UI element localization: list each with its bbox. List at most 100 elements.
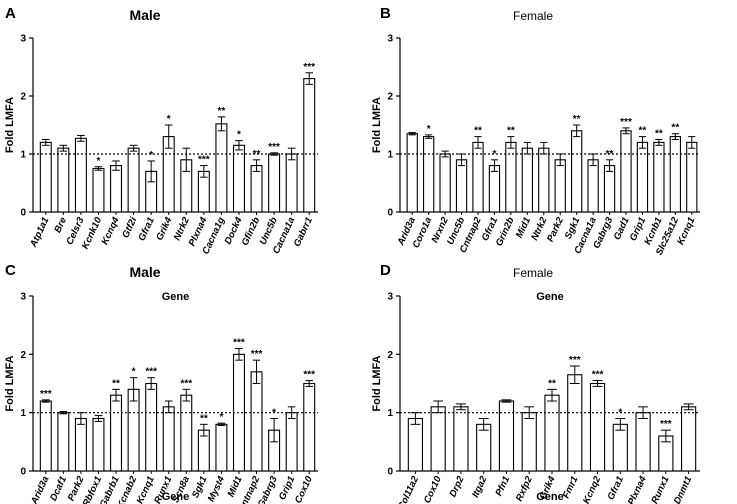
bar: [538, 147, 550, 213]
bar: [110, 394, 123, 472]
bar: [92, 417, 105, 472]
bar: [636, 141, 649, 213]
significance-label: **: [474, 126, 482, 137]
y-axis-label: Fold LMFA: [371, 97, 383, 153]
significance-label: ***: [569, 355, 581, 366]
bar: [232, 144, 245, 213]
bar: [303, 382, 316, 472]
y-tick-label: 1: [20, 408, 26, 419]
bar: [544, 394, 560, 472]
bar: [57, 147, 70, 213]
x-axis-label: Gene: [536, 491, 564, 503]
bar: [285, 412, 298, 472]
bar: [74, 417, 87, 472]
bar: [250, 165, 263, 213]
bar: [686, 141, 698, 213]
bar: [554, 159, 566, 213]
bar: [488, 165, 501, 213]
significance-label: **: [218, 106, 226, 117]
chart-title: Male: [129, 264, 160, 280]
x-axis-label: Gene: [162, 491, 190, 503]
bar: [476, 423, 492, 472]
y-axis-label: Fold LMFA: [4, 355, 16, 411]
significance-label: ***: [145, 367, 157, 378]
significance-label: ***: [233, 338, 245, 349]
significance-label: ***: [268, 142, 280, 153]
bar: [268, 153, 281, 213]
bar: [303, 78, 316, 213]
x-tick-label: Bre: [52, 215, 69, 235]
bar: [589, 382, 606, 472]
significance-label: ***: [303, 370, 315, 381]
x-tick-label: Park2: [545, 215, 566, 244]
y-tick-label: 2: [387, 350, 393, 361]
bar: [215, 423, 228, 472]
x-tick-label: Cox10: [293, 474, 315, 504]
x-tick-label: Drp2: [448, 474, 467, 499]
significance-label: **: [671, 123, 679, 134]
bar: [127, 388, 140, 472]
panel-letter: C: [5, 262, 16, 279]
bar: [498, 400, 515, 472]
bar: [407, 417, 423, 472]
y-tick-label: 0: [387, 208, 393, 219]
bar: [505, 141, 517, 213]
panel-letter: A: [5, 5, 16, 22]
significance-label: *: [237, 130, 241, 141]
significance-label: ***: [303, 62, 315, 73]
significance-label: ***: [198, 155, 210, 166]
bar: [635, 412, 651, 472]
bar: [521, 412, 537, 472]
significance-label: *: [492, 149, 496, 160]
bar: [603, 165, 616, 213]
x-axis-label: Gene: [536, 291, 564, 303]
y-axis-label: Fold LMFA: [4, 97, 16, 153]
y-tick-label: 0: [387, 467, 393, 478]
significance-label: ***: [660, 419, 672, 430]
bar: [620, 130, 632, 213]
significance-label: *: [149, 150, 153, 161]
bar: [521, 147, 533, 213]
y-tick-label: 3: [20, 34, 26, 45]
bar: [567, 374, 583, 472]
x-tick-label: Cox10: [422, 474, 444, 504]
y-tick-label: 1: [387, 408, 393, 419]
bar: [455, 159, 468, 213]
significance-label: ***: [40, 389, 52, 400]
bar: [587, 159, 599, 213]
bar: [406, 133, 418, 213]
x-tick-label: Itga2: [470, 474, 490, 499]
x-tick-label: Kcnq2: [581, 474, 604, 504]
x-tick-label: Col11a2: [396, 474, 421, 504]
x-tick-label: Plxna4: [626, 474, 649, 504]
x-tick-label: Arid3a: [29, 475, 52, 504]
bar: [92, 167, 105, 213]
bar: [430, 406, 446, 472]
significance-label: **: [573, 114, 581, 125]
bar: [423, 136, 435, 213]
x-tick-label: Myst4: [206, 474, 228, 504]
significance-label: **: [639, 126, 647, 137]
bar: [180, 394, 193, 472]
significance-label: **: [548, 378, 556, 389]
bar: [472, 141, 484, 213]
y-tick-label: 3: [20, 292, 26, 303]
bar: [285, 153, 298, 213]
significance-label: ***: [620, 117, 632, 128]
y-tick-label: 3: [387, 34, 393, 45]
bar: [681, 406, 697, 472]
chart-title: Male: [129, 7, 160, 23]
bar: [653, 141, 665, 213]
bar: [57, 412, 70, 472]
significance-label: *: [427, 124, 431, 135]
bar: [39, 141, 52, 213]
bar: [39, 400, 52, 472]
bar: [74, 137, 87, 213]
significance-label: **: [112, 378, 120, 389]
bar: [110, 165, 123, 213]
x-tick-label: Gfra1: [606, 475, 626, 502]
y-tick-label: 2: [20, 350, 26, 361]
